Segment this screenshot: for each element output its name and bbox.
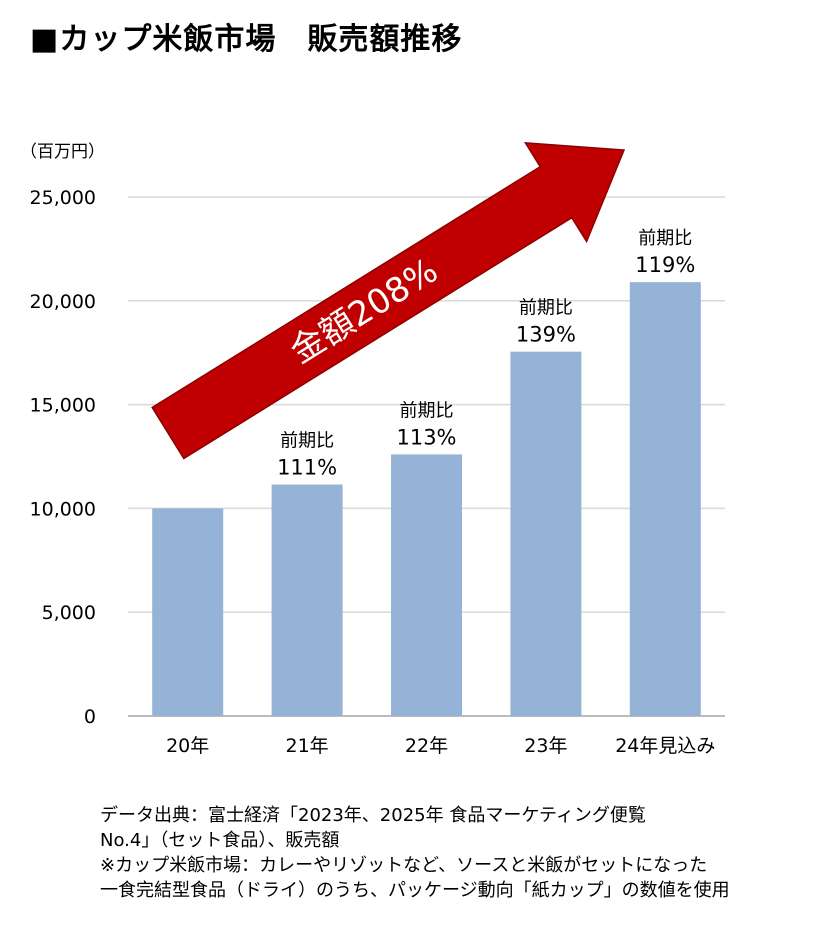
bar bbox=[510, 351, 582, 716]
source-note-line: 一食完結型食品（ドライ）のうち、パッケージ動向「紙カップ」の数値を使用 bbox=[100, 880, 730, 901]
x-tick-label: 23年 bbox=[524, 735, 567, 757]
chart-title: ■カップ米飯市場 販売額推移 bbox=[30, 22, 463, 57]
yoy-value: 111% bbox=[277, 456, 337, 480]
yoy-value: 113% bbox=[396, 425, 456, 449]
y-tick-label: 25,000 bbox=[30, 187, 96, 209]
bar bbox=[629, 282, 701, 716]
source-note: データ出典：富士経済「2023年、2025年 食品マーケティング便覧 No.4」… bbox=[100, 803, 810, 903]
y-tick-label: 10,000 bbox=[30, 498, 96, 520]
yoy-label: 前期比 bbox=[280, 431, 334, 452]
bar bbox=[391, 454, 462, 716]
x-tick-label: 22年 bbox=[405, 735, 448, 757]
yoy-value: 139% bbox=[516, 323, 576, 347]
source-note-line: ※カップ米飯市場：カレーやリゾットなど、ソースと米飯がセットになった bbox=[100, 855, 708, 876]
yoy-label: 前期比 bbox=[519, 298, 573, 319]
yoy-label: 前期比 bbox=[400, 400, 454, 421]
x-tick-label: 24年見込み bbox=[615, 735, 715, 757]
yoy-label: 前期比 bbox=[638, 228, 692, 249]
y-tick-label: 15,000 bbox=[30, 395, 96, 417]
y-unit-label: （百万円） bbox=[20, 142, 105, 162]
growth-arrow-shape bbox=[151, 142, 626, 460]
y-tick-label: 0 bbox=[84, 706, 96, 728]
yoy-value: 119% bbox=[635, 253, 695, 277]
labels: （百万円） 0 5,000 10,000 15,000 20,000 25,000 20年 21… bbox=[20, 142, 715, 757]
x-tick-label: 21年 bbox=[286, 735, 329, 757]
y-tick-label: 5,000 bbox=[42, 602, 96, 624]
source-note-line: No.4」（セット食品）、販売額 bbox=[100, 830, 340, 851]
bar bbox=[271, 484, 343, 716]
bar bbox=[152, 508, 224, 716]
source-note-line: データ出典：富士経済「2023年、2025年 食品マーケティング便覧 bbox=[100, 805, 646, 826]
bars bbox=[152, 282, 701, 716]
x-tick-label: 20年 bbox=[166, 735, 209, 757]
bar-chart: 金額208% （百万円）05,00010,00015,00020,00025,0… bbox=[20, 142, 725, 757]
y-tick-label: 20,000 bbox=[30, 291, 96, 313]
